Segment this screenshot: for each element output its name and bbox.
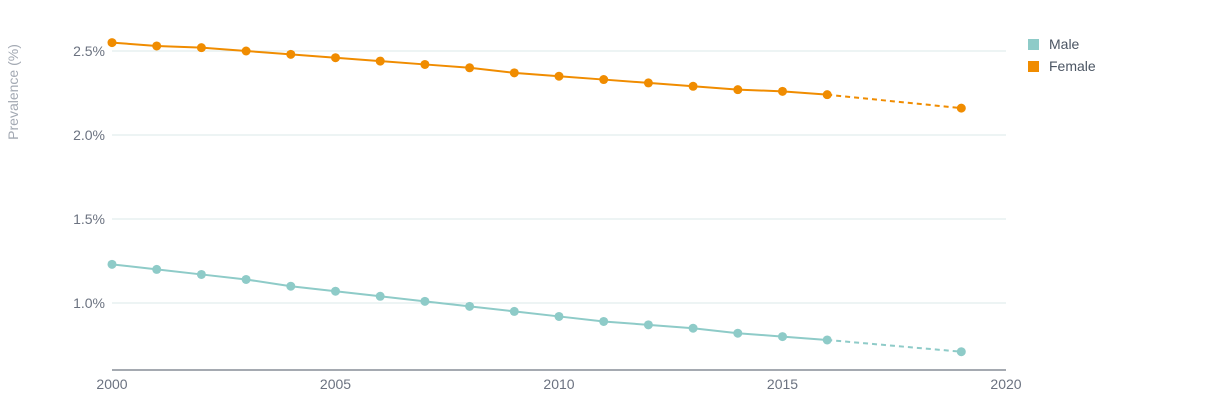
legend-item-female[interactable]: Female	[1028, 55, 1096, 77]
data-point-male-2011	[599, 316, 609, 326]
y-tick-label-2: 2.0%	[73, 127, 105, 143]
data-point-male-2002	[196, 269, 206, 279]
data-point-male-2001	[152, 264, 162, 274]
data-point-female-2013	[688, 81, 698, 91]
data-point-male-2006	[375, 291, 385, 301]
data-point-male-2010	[554, 311, 564, 321]
series-male	[107, 259, 966, 357]
y-axis-title: Prevalence (%)	[5, 44, 21, 140]
legend-label-male: Male	[1049, 36, 1080, 52]
legend: Male Female	[1028, 33, 1096, 77]
grid-lines	[112, 50, 1006, 304]
data-point-female-2007	[420, 59, 430, 69]
x-tick-label-4: 2020	[990, 376, 1021, 392]
data-point-female-2000	[107, 38, 117, 48]
legend-item-male[interactable]: Male	[1028, 33, 1096, 55]
data-point-female-2015	[778, 86, 787, 96]
data-point-male-2000	[107, 259, 117, 269]
data-point-female-2005	[331, 53, 340, 63]
series-layer	[107, 38, 966, 357]
y-tick-label-3: 2.5%	[73, 43, 105, 59]
data-point-male-2009	[509, 306, 519, 316]
data-point-female-2006	[375, 56, 385, 66]
legend-label-female: Female	[1049, 58, 1096, 74]
data-point-male-2015	[778, 332, 787, 342]
series-projection-line-female	[827, 93, 962, 110]
data-point-female-2011	[599, 75, 609, 85]
data-point-female-2012	[643, 78, 653, 88]
data-point-male-2012	[643, 320, 653, 330]
data-point-female-2003	[241, 46, 251, 56]
data-point-female-2004	[286, 49, 296, 59]
x-tick-label-2: 2010	[543, 376, 574, 392]
y-tick-label-0: 1.0%	[73, 295, 105, 311]
data-point-female-2019	[956, 103, 966, 113]
data-point-female-2009	[509, 68, 519, 78]
data-point-male-2019	[956, 347, 966, 357]
data-point-female-2002	[196, 43, 206, 53]
series-projection-line-male	[827, 338, 962, 353]
data-point-male-2003	[241, 274, 251, 284]
tick-labels: 1.0% 1.5% 2.0% 2.5% 2000 2005 2010 2015 2020	[73, 43, 1022, 392]
data-point-male-2007	[420, 296, 430, 306]
data-point-female-2014	[733, 85, 743, 95]
data-point-male-2005	[331, 286, 340, 296]
series-female	[107, 38, 966, 113]
data-point-female-2001	[152, 41, 162, 51]
x-tick-label-1: 2005	[320, 376, 351, 392]
data-point-female-2008	[465, 63, 475, 73]
legend-swatch-female	[1028, 60, 1039, 72]
x-tick-label-3: 2015	[767, 376, 798, 392]
y-tick-label-1: 1.5%	[73, 211, 105, 227]
data-point-male-2014	[733, 328, 743, 338]
data-point-male-2008	[465, 301, 475, 311]
legend-swatch-male	[1028, 38, 1039, 50]
data-point-male-2016	[822, 335, 832, 345]
data-point-male-2013	[688, 323, 698, 333]
data-point-male-2004	[286, 281, 296, 291]
x-tick-label-0: 2000	[96, 376, 127, 392]
data-point-female-2016	[822, 90, 832, 100]
data-point-female-2010	[554, 71, 564, 81]
